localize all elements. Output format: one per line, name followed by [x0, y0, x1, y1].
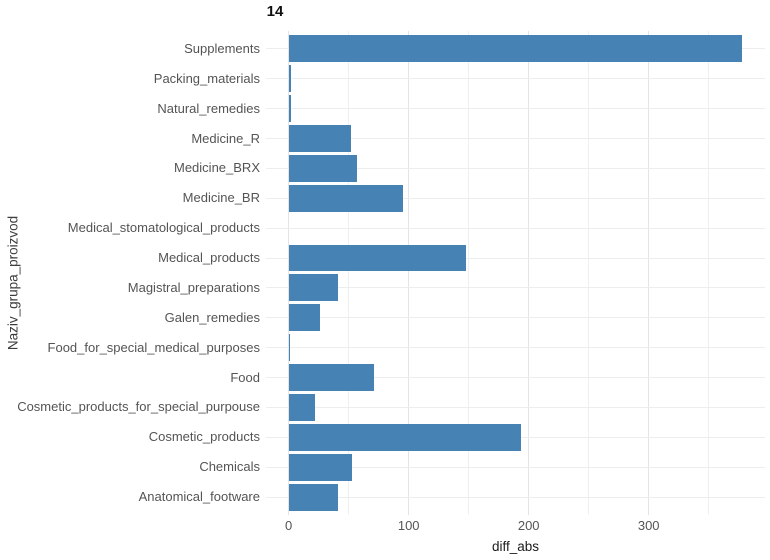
gridline-row [266, 167, 765, 169]
bar-Cosmetic_products [288, 423, 522, 451]
category-label: Galen_remedies [164, 309, 260, 325]
category-label: Cosmetic_products_for_special_purpouse [17, 399, 260, 415]
category-label: Medical_products [158, 250, 260, 266]
gridline-row [266, 287, 765, 289]
x-tick-label-100: 100 [397, 518, 420, 533]
category-label: Natural_remedies [157, 100, 260, 116]
x-tick-label-200: 200 [517, 518, 540, 533]
gridline-row [266, 257, 765, 259]
gridline-row [266, 227, 765, 229]
gridline-row [266, 138, 765, 140]
gridline-row [266, 496, 765, 498]
gridline-row [266, 377, 765, 379]
bar-Chemicals [288, 453, 353, 481]
gridline-row [266, 317, 765, 319]
bar-Cosmetic_products_for_special_purpouse [288, 394, 316, 421]
bar-Packing_materials [288, 65, 292, 93]
bar-Natural_remedies [288, 95, 292, 123]
gridline-row [266, 78, 765, 80]
bar-Medicine_BRX [288, 154, 358, 182]
category-label: Food_for_special_medical_purposes [47, 339, 260, 355]
category-label: Magistral_preparations [127, 279, 260, 295]
category-label: Supplements [184, 40, 260, 56]
bar-Galen_remedies [288, 304, 320, 332]
plot-panel [266, 31, 765, 515]
gridline-major-x-100 [408, 31, 410, 515]
category-label: Medicine_R [191, 130, 260, 146]
gridline-major-x-200 [528, 31, 530, 515]
x-tick-label-0: 0 [285, 518, 293, 533]
category-label: Food [230, 369, 260, 385]
bar-Food_for_special_medical_purposes [288, 334, 290, 362]
gridline-row [266, 347, 765, 349]
gridline-row [266, 466, 765, 468]
bar-Food [288, 364, 374, 391]
bar-Medicine_BR [288, 184, 403, 212]
gridline-minor-x-250 [588, 31, 590, 515]
category-label: Medical_stomatological_products [67, 220, 260, 236]
bar-Medical_products [288, 244, 467, 272]
category-label: Medicine_BRX [174, 160, 260, 176]
gridline-major-x-300 [648, 31, 650, 515]
bar-Medicine_R [288, 125, 352, 152]
category-label: Medicine_BR [182, 190, 260, 206]
gridline-row [266, 108, 765, 110]
category-label: Chemicals [199, 459, 260, 475]
category-label: Anatomical_footware [138, 489, 260, 505]
gridline-row [266, 406, 765, 408]
bar-Supplements [288, 35, 743, 63]
gridline-minor-x-350 [708, 31, 710, 515]
x-axis-labels: 0 100 200 300 [266, 518, 765, 534]
x-axis-title: diff_abs [491, 539, 540, 554]
chart-title: 14 [266, 3, 284, 20]
gridline-minor-x-150 [468, 31, 470, 515]
category-label: Packing_materials [153, 70, 260, 86]
gridline-minor-x-50 [348, 31, 350, 515]
gridline-major-x-0 [288, 31, 290, 515]
bar-Magistral_preparations [288, 274, 338, 302]
category-label: Cosmetic_products [148, 429, 260, 445]
bar-Anatomical_footware [288, 483, 338, 511]
y-axis-labels: Supplements Packing_materials Natural_reme… [0, 31, 260, 515]
gridline-row [266, 197, 765, 199]
x-tick-label-300: 300 [637, 518, 660, 533]
